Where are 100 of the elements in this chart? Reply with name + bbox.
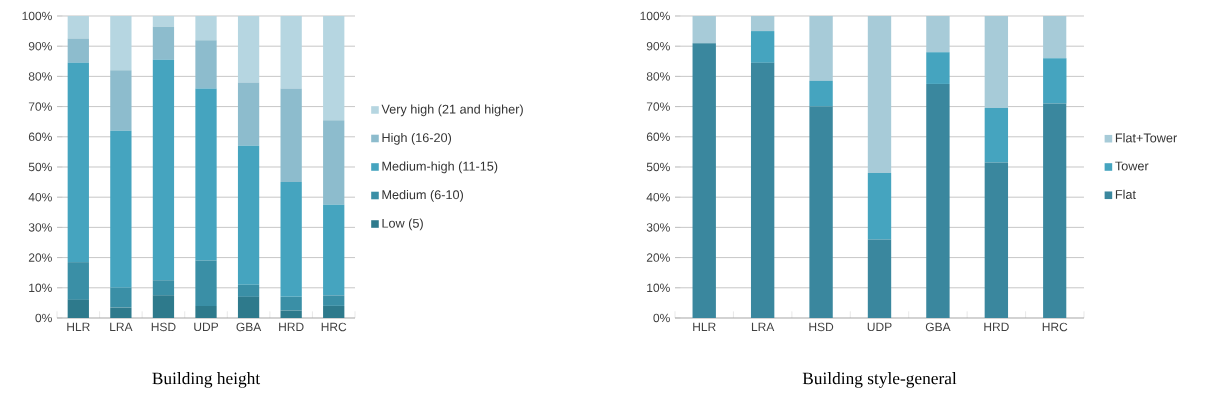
y-tick-label: 70%	[646, 102, 670, 111]
y-tick-label: 0%	[653, 313, 670, 323]
bar	[67, 15, 89, 39]
legend-label: Very high (21 and higher)	[381, 104, 523, 117]
bar	[984, 162, 1009, 318]
x-tick-label: HLR	[67, 322, 90, 331]
y-tick-label: 20%	[646, 253, 670, 262]
bar	[110, 15, 132, 71]
y-tick-label: 90%	[28, 41, 52, 51]
bar	[323, 15, 345, 121]
bar	[809, 80, 833, 107]
bar	[67, 62, 89, 263]
y-tick-label: 30%	[646, 223, 670, 232]
y-tick-label: 60%	[28, 132, 52, 142]
legend-label: High (16-20)	[382, 132, 452, 145]
y-tick-label: 50%	[28, 162, 52, 172]
bar	[195, 305, 217, 318]
bar	[692, 15, 716, 44]
legend-label: Medium (6-10)	[382, 189, 463, 202]
bar	[280, 310, 302, 318]
bar	[867, 239, 892, 318]
bar	[110, 70, 132, 131]
x-tick-label: HRD	[984, 322, 1009, 331]
bar	[984, 15, 1009, 109]
y-tick-label: 0%	[35, 313, 52, 323]
bar	[152, 295, 175, 318]
bar	[237, 296, 260, 318]
bar	[110, 287, 132, 308]
bar	[809, 15, 833, 81]
bar	[867, 173, 892, 240]
bar	[237, 15, 260, 83]
y-tick-label: 40%	[646, 192, 670, 202]
y-tick-label: 80%	[646, 72, 670, 81]
bar	[984, 108, 1009, 163]
bar	[1043, 103, 1067, 318]
bar	[809, 106, 833, 318]
y-tick-label: 10%	[29, 283, 52, 293]
x-tick-label: UDP	[867, 322, 892, 332]
x-tick-label: HSD	[809, 322, 834, 332]
y-tick-label: 20%	[28, 253, 52, 262]
x-tick-label: GBA	[925, 322, 951, 332]
bar	[195, 40, 217, 89]
legend-label: Tower	[1115, 161, 1149, 171]
bar	[926, 15, 950, 53]
legend-label: Flat	[1115, 189, 1136, 199]
x-tick-label: HSD	[151, 322, 176, 332]
bar	[152, 280, 175, 296]
text: Building height	[152, 372, 261, 388]
bar	[237, 82, 260, 146]
bar	[67, 38, 89, 63]
x-tick-label: HRD	[279, 322, 304, 331]
bar	[152, 59, 175, 281]
bar	[110, 130, 132, 288]
bar	[280, 182, 302, 297]
bar	[67, 262, 89, 300]
legend-label: Flat+Tower	[1115, 133, 1177, 143]
x-tick-label: LRA	[751, 322, 775, 331]
bar	[867, 15, 892, 174]
legend-label: Medium-high (11-15)	[382, 161, 498, 174]
bar	[195, 15, 217, 41]
bar	[926, 52, 950, 84]
bar	[152, 26, 175, 60]
bar	[237, 284, 260, 297]
y-tick-label: 60%	[646, 132, 670, 142]
x-tick-label: HRC	[1042, 322, 1068, 332]
bar	[152, 15, 175, 27]
bar	[280, 88, 302, 183]
x-tick-label: LRA	[110, 322, 133, 331]
y-tick-label: 100%	[640, 11, 670, 21]
y-tick-label: 80%	[28, 72, 52, 81]
bar	[926, 83, 950, 318]
bar	[1043, 58, 1067, 104]
y-tick-label: 70%	[28, 102, 52, 111]
bar	[237, 145, 260, 285]
y-tick-label: 30%	[28, 223, 52, 232]
bar	[67, 299, 89, 318]
text: Building style-general	[802, 372, 957, 388]
legend-label: Low (5)	[382, 218, 423, 231]
y-tick-label: 100%	[22, 11, 52, 21]
y-tick-label: 50%	[646, 162, 670, 172]
bar	[280, 296, 302, 311]
bar	[195, 88, 217, 261]
x-tick-label: HRC	[321, 322, 347, 332]
bar	[323, 204, 345, 296]
bar	[280, 15, 302, 89]
bar	[323, 295, 345, 306]
bar	[692, 43, 716, 318]
bar	[323, 120, 345, 205]
bar	[750, 31, 775, 63]
x-tick-label: HLR	[693, 322, 716, 331]
x-tick-label: UDP	[194, 322, 219, 332]
y-tick-label: 90%	[646, 41, 670, 51]
bar	[750, 15, 775, 32]
bar	[195, 260, 217, 306]
bar	[750, 62, 775, 318]
bar	[110, 307, 132, 318]
y-tick-label: 40%	[28, 192, 52, 202]
y-tick-label: 10%	[647, 283, 670, 293]
bar	[1043, 15, 1067, 59]
x-tick-label: GBA	[236, 322, 262, 332]
